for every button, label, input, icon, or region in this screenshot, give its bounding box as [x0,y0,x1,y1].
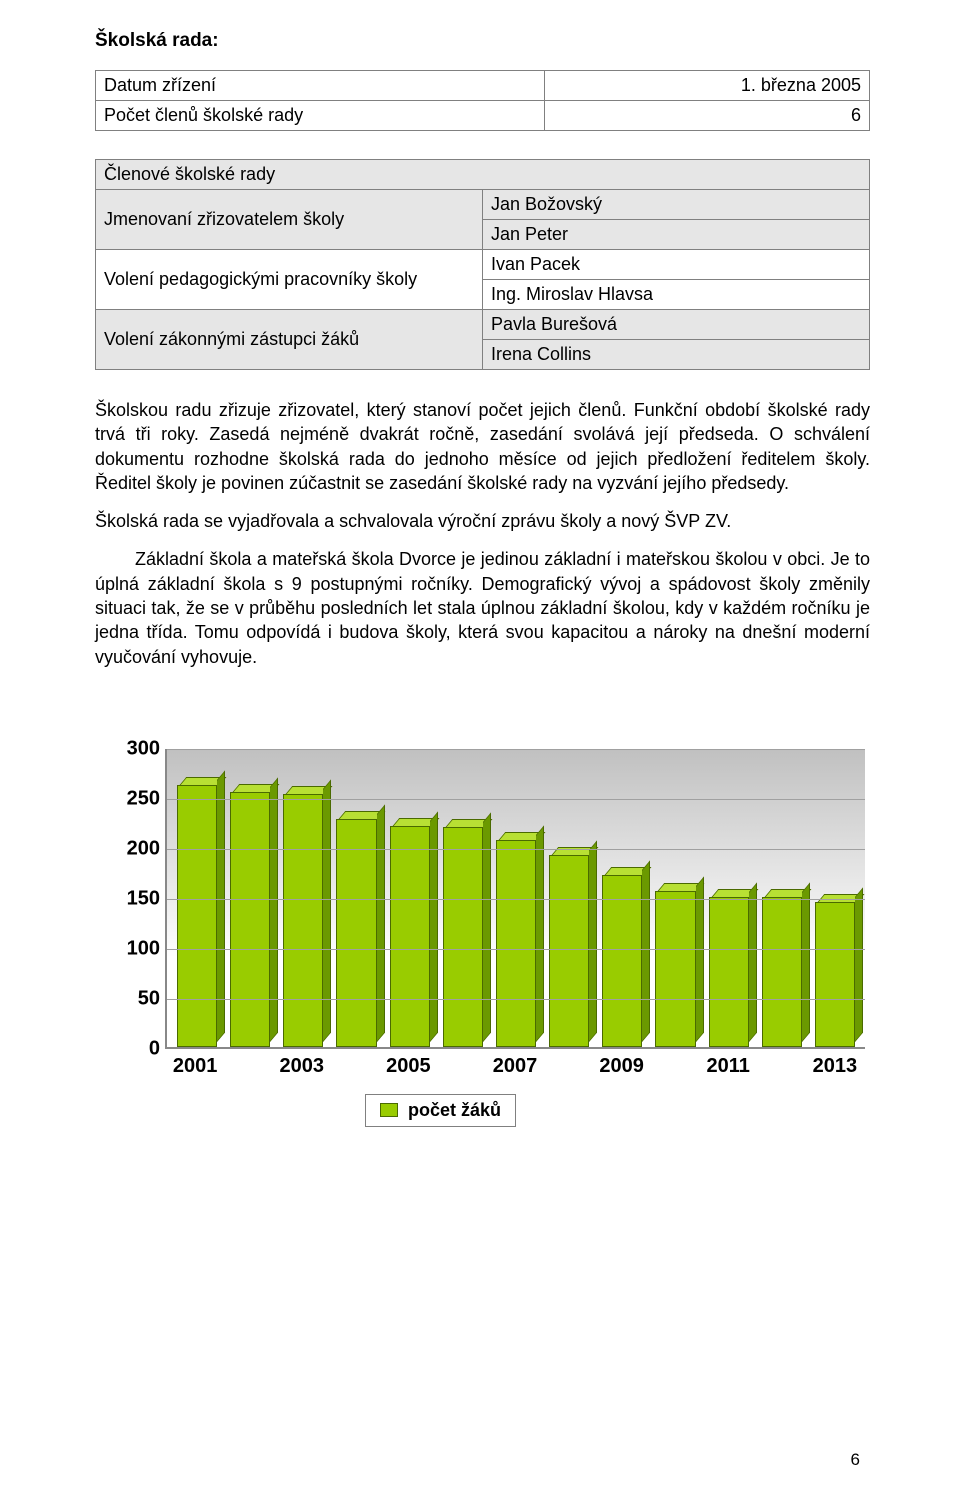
cell-member: Jan Božovský [483,190,870,220]
chart-gridline [167,749,865,750]
chart-x-tick-label: 2011 [707,1055,750,1078]
chart-gridline [167,999,865,1000]
table-row: Volení zákonnými zástupci žáků Pavla Bur… [96,310,870,340]
chart-bar [655,891,695,1047]
chart-bars-container [167,749,865,1047]
chart-y-tick-label: 50 [110,987,160,1010]
chart-y-tick-label: 200 [110,837,160,860]
cell-member: Ivan Pacek [483,250,870,280]
table-members: Členové školské rady Jmenovaní zřizovate… [95,159,870,370]
chart-bar [390,826,430,1047]
chart-bar [496,840,536,1047]
table-header-row: Členové školské rady [96,160,870,190]
chart-x-tick-label: 2005 [386,1055,431,1078]
cell-category: Volení zákonnými zástupci žáků [96,310,483,370]
chart-x-tick-label: 2001 [173,1055,218,1078]
cell-value: 1. března 2005 [544,71,869,101]
cell-value: 6 [544,101,869,131]
chart-gridline [167,849,865,850]
paragraph: Školskou radu zřizuje zřizovatel, který … [95,398,870,495]
chart-x-tick-label: 2009 [599,1055,644,1078]
cell-category: Volení pedagogickými pracovníky školy [96,250,483,310]
chart-bar [443,827,483,1047]
chart-bar [549,855,589,1047]
chart-x-tick-label: 2003 [280,1055,325,1078]
chart-bar [230,792,270,1047]
chart-y-tick-label: 150 [110,887,160,910]
cell-member: Jan Peter [483,220,870,250]
chart-gridline [167,899,865,900]
chart-bar [762,897,802,1047]
chart-bar [336,819,376,1047]
cell-member: Irena Collins [483,340,870,370]
chart-bar [602,875,642,1047]
page-number: 6 [851,1450,860,1470]
chart-y-tick-label: 300 [110,737,160,760]
chart-y-tick-label: 250 [110,787,160,810]
cell-category: Jmenovaní zřizovatelem školy [96,190,483,250]
chart-bar [177,785,217,1047]
bar-chart: 050100150200250300 200120032005200720092… [105,749,865,1129]
cell-member: Pavla Burešová [483,310,870,340]
table-row: Volení pedagogickými pracovníky školy Iv… [96,250,870,280]
chart-plot-area [165,749,865,1049]
chart-gridline [167,799,865,800]
legend-swatch [380,1103,398,1117]
paragraph: Základní škola a mateřská škola Dvorce j… [95,547,870,668]
chart-x-tick-label: 2007 [493,1055,538,1078]
chart-y-tick-label: 0 [110,1037,160,1060]
table-row: Jmenovaní zřizovatelem školy Jan Božovsk… [96,190,870,220]
table-row: Počet členů školské rady 6 [96,101,870,131]
legend-label: počet žáků [408,1100,501,1121]
chart-bar [283,794,323,1047]
chart-legend: počet žáků [365,1094,516,1127]
table-row: Datum zřízení 1. března 2005 [96,71,870,101]
paragraph: Školská rada se vyjadřovala a schvaloval… [95,509,870,533]
chart-bar [709,897,749,1047]
chart-x-tick-label: 2013 [813,1055,858,1078]
table-basic-info: Datum zřízení 1. března 2005 Počet členů… [95,70,870,131]
cell-label: Počet členů školské rady [96,101,545,131]
cell-member: Ing. Miroslav Hlavsa [483,280,870,310]
chart-bar [815,902,855,1047]
table-header: Členové školské rady [96,160,870,190]
section-title: Školská rada: [95,30,870,52]
cell-label: Datum zřízení [96,71,545,101]
chart-gridline [167,949,865,950]
chart-y-tick-label: 100 [110,937,160,960]
